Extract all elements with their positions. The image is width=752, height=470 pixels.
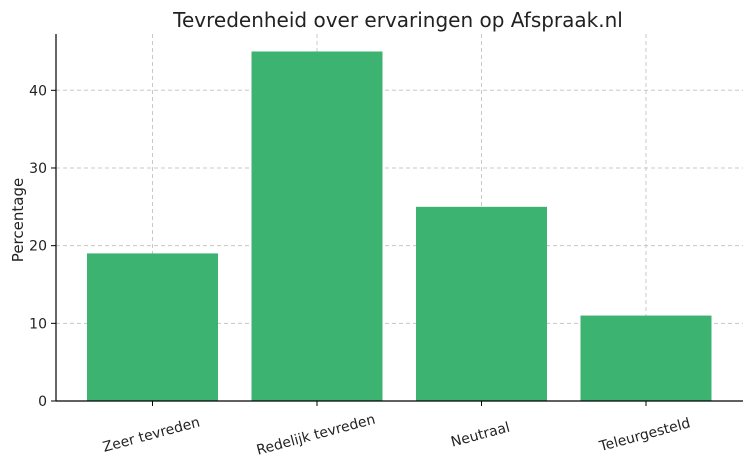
bars bbox=[87, 51, 712, 401]
x-axis-ticks: Zeer tevreden Redelijk tevreden Neutraal Te… bbox=[101, 401, 692, 459]
y-tick-label: 30 bbox=[29, 161, 47, 177]
bar bbox=[251, 51, 383, 401]
bar bbox=[580, 315, 712, 401]
y-tick-label: 40 bbox=[29, 83, 47, 99]
y-axis-ticks: 0 10 20 30 40 bbox=[29, 83, 56, 410]
bar bbox=[416, 206, 547, 401]
bar bbox=[87, 253, 218, 401]
y-axis-label: Percentage bbox=[9, 178, 27, 262]
y-tick-label: 20 bbox=[29, 239, 47, 255]
x-tick-label: Redelijk tevreden bbox=[255, 412, 377, 459]
y-tick-label: 0 bbox=[38, 394, 47, 410]
axes bbox=[55, 34, 743, 402]
chart-title: Tevredenheid over ervaringen op Afspraak… bbox=[172, 8, 623, 32]
x-tick-label: Zeer tevreden bbox=[101, 414, 202, 455]
x-tick-label: Neutraal bbox=[449, 420, 511, 451]
y-tick-label: 10 bbox=[29, 316, 47, 332]
x-tick-label: Teleurgesteld bbox=[597, 415, 692, 455]
